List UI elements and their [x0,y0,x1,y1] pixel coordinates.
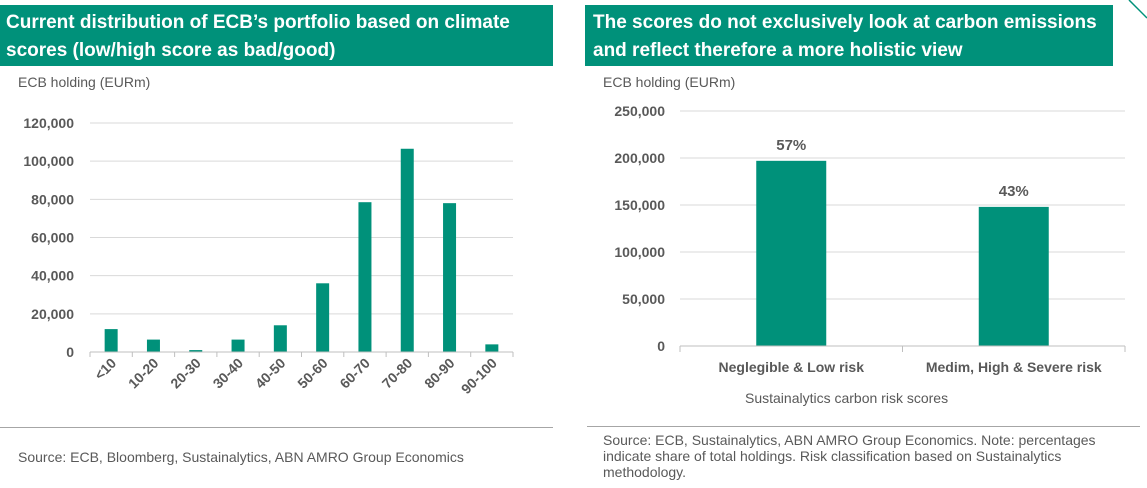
left-y-tick-label: 40,000 [31,268,74,284]
left-y-tick-label: 80,000 [31,191,74,207]
left-bar-chart: 0 20,000 40,000 60,000 80,000 100,000 120,000 <… [23,115,514,397]
left-y-unit-label: ECB holding (EURm) [18,74,151,90]
left-bar [443,203,457,352]
left-bar [231,339,245,352]
right-bar-data-label: 57% [776,137,806,154]
right-bar [978,206,1049,346]
left-chart-title: Current distribution of ECB’s portfolio … [0,5,553,66]
left-y-tick-label: 60,000 [31,230,74,246]
left-x-category-label: 90-100 [458,355,500,397]
left-bar [485,344,499,352]
left-x-category-label: 80-90 [421,355,458,392]
right-y-tick-label: 200,000 [614,150,665,166]
left-x-category-label: 70-80 [379,355,416,392]
left-x-category-label: <10 [91,355,119,383]
left-bar [273,325,287,352]
left-y-tick-label: 20,000 [31,306,74,322]
left-chart-panel: Current distribution of ECB’s portfolio … [0,0,560,488]
right-chart-title: The scores do not exclusively look at ca… [585,5,1113,66]
left-y-tick-label: 100,000 [23,153,74,169]
right-divider [587,426,1140,427]
corner-slash-icon [1128,0,1147,19]
right-y-tick-label: 0 [657,338,665,354]
left-bar [358,202,372,352]
right-bar [756,160,827,346]
left-bar [400,148,414,352]
right-y-tick-label: 50,000 [622,291,665,307]
left-x-category-label: 60-70 [336,355,373,392]
left-divider [0,427,553,428]
left-x-category-label: 10-20 [125,355,162,392]
right-y-unit-label: ECB holding (EURm) [603,74,736,90]
right-bar-data-label: 43% [999,183,1029,200]
left-bar [316,283,330,352]
right-chart-panel: The scores do not exclusively look at ca… [585,0,1147,488]
left-x-category-label: 40-50 [252,355,289,392]
right-source-note: Source: ECB, Sustainalytics, ABN AMRO Gr… [603,432,1096,480]
right-y-tick-label: 150,000 [614,197,665,213]
left-x-category-label: 30-40 [210,355,247,392]
right-y-tick-label: 100,000 [614,244,665,260]
left-x-category-label: 20-30 [167,355,204,392]
left-x-category-label: 50-60 [294,355,331,392]
right-y-tick-label: 250,000 [614,103,665,119]
right-bar-chart: 0 50,000 100,000 150,000 200,000 250,000 57% Ne… [614,103,1126,375]
right-x-axis-title: Sustainalytics carbon risk scores [745,390,949,406]
left-source-note: Source: ECB, Bloomberg, Sustainalytics, … [18,449,464,465]
left-bar [146,339,160,352]
left-bar [104,329,118,352]
right-x-category-label: Neglegible & Low risk [719,359,865,375]
left-y-tick-label: 0 [66,344,74,360]
left-bar [189,350,203,352]
left-y-tick-label: 120,000 [23,115,74,131]
right-x-category-label: Medim, High & Severe risk [926,359,1102,375]
